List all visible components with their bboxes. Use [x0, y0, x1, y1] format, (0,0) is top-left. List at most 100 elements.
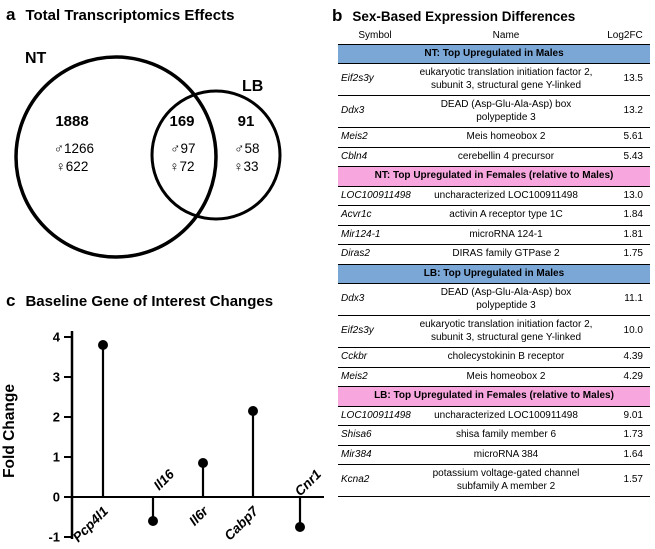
- gene-symbol: Ddx3: [338, 95, 412, 128]
- gene-symbol: LOC100911498: [338, 405, 412, 426]
- gene-symbol: Shisa6: [338, 425, 412, 445]
- gene-row: Kcna2 potassium voltage-gated channel sub…: [338, 464, 650, 497]
- gene-fc: 13.5: [600, 63, 650, 96]
- category-label: Cabp7: [221, 502, 262, 543]
- y-tick-label: -1: [48, 530, 60, 545]
- gene-name: shisa family member 6: [412, 425, 600, 445]
- gene-row: Cckbr cholecystokinin B receptor 4.39: [338, 347, 650, 367]
- venn-lb-total: 91: [238, 113, 255, 130]
- venn-overlap-total: 169: [169, 113, 194, 130]
- gene-name: activin A receptor type 1C: [412, 205, 600, 225]
- panel-b-title: Sex-Based Expression Differences: [352, 9, 576, 24]
- gene-row: Ddx3 DEAD (Asp-Glu-Ala-Asp) box polypepti…: [338, 283, 650, 316]
- gene-symbol: Mir384: [338, 444, 412, 465]
- gene-fc: 5.43: [600, 146, 650, 167]
- y-tick-label: 2: [53, 410, 60, 425]
- gene-symbol: Kcna2: [338, 464, 412, 497]
- expression-table: Symbol Name Log2FC NT: Top Upregulated in M…: [338, 29, 650, 497]
- section-header: NT: Top Upregulated in Males: [338, 43, 650, 64]
- panel-sex-based-expression: b Sex-Based Expression Differences Symbo…: [330, 0, 655, 547]
- gene-symbol: Eif2s3y: [338, 315, 412, 348]
- column-header-symbol: Symbol: [358, 30, 392, 41]
- gene-row: Mir384 microRNA 384 1.64: [338, 444, 650, 465]
- gene-symbol: Cckbr: [338, 347, 412, 367]
- section-header-row: LB: Top Upregulated in Females (relative…: [338, 386, 650, 406]
- panel-c-title: Baseline Gene of Interest Changes: [25, 293, 274, 310]
- data-point: [248, 406, 258, 416]
- section-header: NT: Top Upregulated in Females (relative…: [338, 166, 650, 186]
- gene-symbol: Eif2s3y: [338, 63, 412, 96]
- gene-fc: 1.64: [600, 444, 650, 465]
- gene-fc: 13.2: [600, 95, 650, 128]
- gene-name: Meis homeobox 2: [412, 127, 600, 147]
- gene-row: LOC100911498 uncharacterized LOC100911498…: [338, 405, 650, 426]
- venn-diagram: NT LB 1888 ♂1266 ♀622 169 ♂97 ♀72 91 ♂58…: [14, 50, 282, 259]
- section-header-row: NT: Top Upregulated in Females (relative…: [338, 166, 650, 186]
- gene-row: Meis2 Meis homeobox 2 5.61: [338, 127, 650, 147]
- data-point: [98, 340, 108, 350]
- gene-row: Acvr1c activin A receptor type 1C 1.84: [338, 205, 650, 225]
- panel-total-transcriptomics: a Total Transcriptomics Effects NT LB 18…: [0, 0, 330, 286]
- data-point: [295, 522, 305, 532]
- gene-name: uncharacterized LOC100911498: [412, 185, 600, 206]
- venn-lb-males: ♂58: [234, 141, 259, 156]
- y-tick-label: 4: [53, 330, 61, 345]
- gene-fc: 9.01: [600, 405, 650, 426]
- gene-name: DIRAS family GTPase 2: [412, 244, 600, 264]
- panel-c-letter: c: [6, 291, 16, 310]
- panel-b-letter: b: [332, 6, 343, 25]
- gene-symbol: Acvr1c: [338, 205, 412, 225]
- gene-fc: 1.73: [600, 425, 650, 445]
- venn-nt-males: ♂1266: [54, 141, 94, 156]
- venn-nt-label: NT: [25, 50, 47, 67]
- gene-name: DEAD (Asp-Glu-Ala-Asp) box polypeptide 3: [412, 95, 600, 128]
- gene-row: Shisa6 shisa family member 6 1.73: [338, 425, 650, 445]
- section-header-row: LB: Top Upregulated in Males: [338, 263, 650, 284]
- gene-row: Cbln4 cerebellin 4 precursor 5.43: [338, 146, 650, 167]
- gene-fc: 4.39: [600, 347, 650, 367]
- gene-row: Diras2 DIRAS family GTPase 2 1.75: [338, 244, 650, 264]
- gene-row: Meis2 Meis homeobox 2 4.29: [338, 366, 650, 387]
- y-axis-title: Fold Change: [1, 384, 18, 478]
- y-tick-label: 1: [53, 450, 60, 465]
- gene-row: Ddx3 DEAD (Asp-Glu-Ala-Asp) box polypepti…: [338, 95, 650, 128]
- gene-fc: 10.0: [600, 315, 650, 348]
- gene-fc: 4.29: [600, 366, 650, 387]
- category-label: Il16: [151, 466, 178, 493]
- venn-circle-nt: [14, 55, 218, 259]
- gene-fc: 1.75: [600, 244, 650, 264]
- gene-fc: 11.1: [600, 283, 650, 316]
- panel-b-header: b Sex-Based Expression Differences: [330, 0, 655, 26]
- gene-fc: 1.57: [600, 464, 650, 497]
- gene-symbol: Meis2: [338, 127, 412, 147]
- gene-name: uncharacterized LOC100911498: [412, 405, 600, 426]
- venn-lb-females: ♀33: [233, 159, 258, 174]
- data-point: [198, 458, 208, 468]
- venn-overlap-females: ♀72: [169, 159, 194, 174]
- panel-a-letter: a: [6, 5, 16, 24]
- gene-row: Eif2s3y eukaryotic translation initiation…: [338, 63, 650, 96]
- gene-fc: 5.61: [600, 127, 650, 147]
- fold-change-chart: 4 3 2 1 0 -1 Fold Change Pcp4l1 Il16 Il6r Cabp7 Cnr…: [1, 330, 324, 545]
- panel-a-title: Total Transcriptomics Effects: [25, 7, 235, 24]
- category-label: Il6r: [186, 503, 211, 528]
- gene-name: potassium voltage-gated channel subfamil…: [412, 464, 600, 497]
- gene-name: eukaryotic translation initiation factor…: [412, 63, 600, 96]
- gene-fc: 1.81: [600, 224, 650, 245]
- column-header-fc: Log2FC: [607, 30, 643, 41]
- gene-name: microRNA 124-1: [412, 224, 600, 245]
- y-tick-label: 3: [53, 370, 60, 385]
- gene-fc: 1.84: [600, 205, 650, 225]
- panel-c-header: c Baseline Gene of Interest Changes: [0, 286, 330, 311]
- gene-symbol: Mir124-1: [338, 224, 412, 245]
- gene-row: Eif2s3y eukaryotic translation initiation…: [338, 315, 650, 348]
- gene-symbol: Diras2: [338, 244, 412, 264]
- gene-name: microRNA 384: [412, 444, 600, 465]
- gene-row: Mir124-1 microRNA 124-1 1.81: [338, 224, 650, 245]
- gene-name: DEAD (Asp-Glu-Ala-Asp) box polypeptide 3: [412, 283, 600, 316]
- venn-overlap-males: ♂97: [170, 141, 195, 156]
- section-header: LB: Top Upregulated in Females (relative…: [338, 386, 650, 406]
- gene-symbol: Ddx3: [338, 283, 412, 316]
- gene-name: Meis homeobox 2: [412, 366, 600, 387]
